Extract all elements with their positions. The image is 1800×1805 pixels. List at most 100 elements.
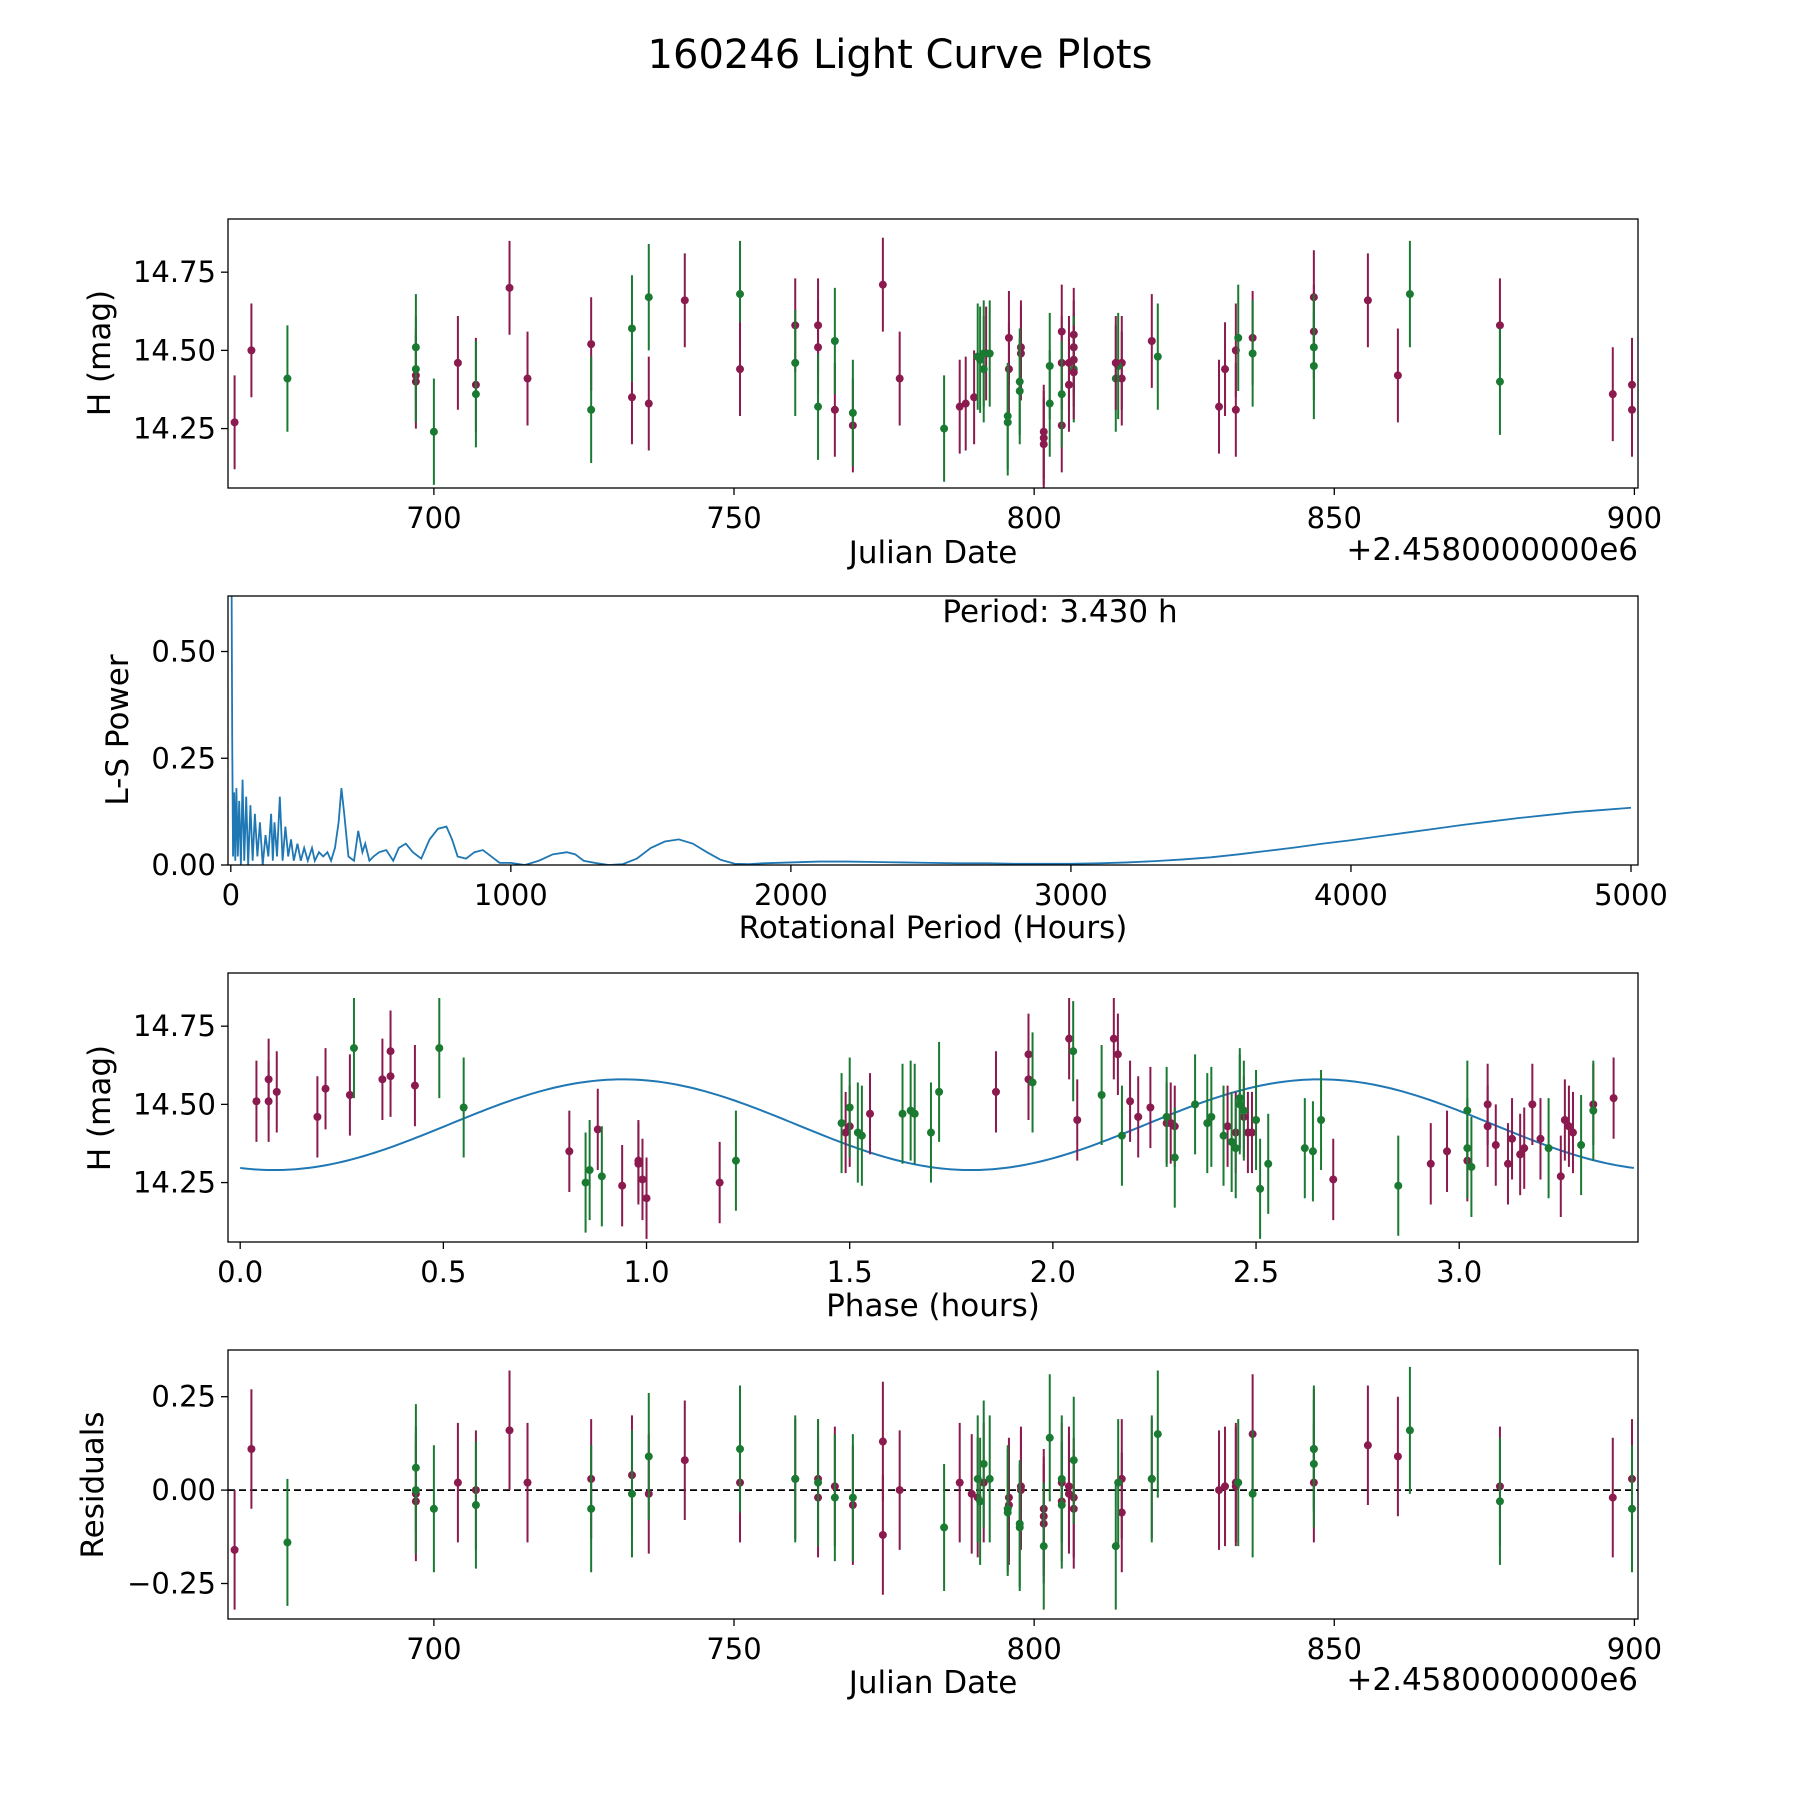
periodogram-marks [230, 596, 1632, 865]
residuals-panel: 700 750 800 850 900 −0.25 0.00 0.25 Julian Date… [75, 1349, 1662, 1701]
data-point [1134, 1112, 1143, 1121]
data-point [736, 1445, 745, 1454]
data-point [471, 390, 480, 399]
data-point [1393, 1452, 1402, 1461]
data-point [587, 1504, 596, 1513]
data-point [1589, 1106, 1598, 1115]
data-point [1069, 368, 1078, 377]
data-point [1256, 1184, 1265, 1193]
data-point [1146, 1103, 1155, 1112]
phasefold-axes-frame [227, 972, 1639, 1243]
data-point [585, 1166, 594, 1175]
data-point [587, 340, 596, 349]
data-point [1495, 1497, 1504, 1506]
periodogram-ticks: 0 1000 2000 3000 4000 5000 0.00 0.25 0.50 [151, 635, 1667, 912]
data-point [736, 365, 745, 374]
residuals-marks [228, 1366, 1638, 1610]
data-point [313, 1112, 322, 1121]
data-point [731, 1156, 740, 1165]
data-point [1069, 1047, 1078, 1056]
data-point [1309, 1445, 1318, 1454]
residuals-axes-frame [227, 1349, 1639, 1620]
data-point [935, 1087, 944, 1096]
data-point [587, 405, 596, 414]
data-point [1491, 1141, 1500, 1150]
data-point [1057, 390, 1066, 399]
data-point [1544, 1144, 1553, 1153]
data-point [1039, 440, 1048, 449]
data-point [1609, 1094, 1618, 1103]
phasefold-x-tick-label: 3.0 [1436, 1255, 1482, 1289]
data-point [230, 1545, 239, 1554]
data-point [505, 283, 514, 292]
data-point [1221, 1482, 1230, 1491]
lightcurve-plot-area [230, 237, 1636, 488]
data-point [627, 1489, 636, 1498]
data-point [985, 349, 994, 358]
phasefold-x-tick-label: 0.0 [217, 1255, 263, 1289]
data-point [736, 290, 745, 299]
lightcurve-y-tick-label: 14.50 [133, 333, 216, 367]
data-point [283, 374, 292, 383]
residuals-x-tick-label: 700 [406, 1632, 461, 1666]
data-point [1153, 352, 1162, 361]
data-point [1016, 349, 1025, 358]
data-point [1117, 374, 1126, 383]
data-point [1234, 333, 1243, 342]
data-point [1608, 390, 1617, 399]
periodogram-panel: 0 1000 2000 3000 4000 5000 0.00 0.25 0.50 Period… [100, 594, 1668, 946]
data-point [264, 1097, 273, 1106]
data-point [1520, 1144, 1529, 1153]
phasefold-panel: 0.0 0.5 1.0 1.5 2.0 2.5 3.0 14.25 14.50 14.75 Pha… [82, 972, 1639, 1324]
residuals-plot-area [228, 1366, 1638, 1610]
data-point [1627, 405, 1636, 414]
lightcurve-x-tick-label: 800 [1006, 501, 1061, 535]
data-point [1495, 377, 1504, 386]
data-point [505, 1426, 514, 1435]
data-point [1117, 1508, 1126, 1517]
residuals-ticks: 700 750 800 850 900 −0.25 0.00 0.25 [127, 1380, 1662, 1666]
data-point [1015, 377, 1024, 386]
data-point [411, 1463, 420, 1472]
data-point [321, 1084, 330, 1093]
data-point [1223, 1122, 1232, 1131]
periodogram-plot-area [230, 596, 1632, 865]
phasefold-x-tick-label: 2.5 [1233, 1255, 1279, 1289]
phasefold-marks [240, 998, 1635, 1239]
data-point [565, 1147, 574, 1156]
data-point [1394, 1181, 1403, 1190]
phasefold-y-tick-label: 14.25 [133, 1166, 216, 1200]
data-point [1363, 296, 1372, 305]
data-point [1114, 1478, 1123, 1487]
data-point [230, 418, 239, 427]
data-point [1528, 1100, 1537, 1109]
data-point [247, 1445, 256, 1454]
data-point [878, 1437, 887, 1446]
data-point [837, 1119, 846, 1128]
data-point [866, 1109, 875, 1118]
lightcurve-y-label: H (mag) [82, 290, 118, 416]
residuals-y-tick-label: −0.25 [127, 1567, 216, 1601]
periodogram-y-label: L-S Power [100, 654, 136, 805]
data-point [1483, 1100, 1492, 1109]
data-point [791, 358, 800, 367]
phasefold-x-tick-label: 1.5 [827, 1255, 873, 1289]
data-point [848, 408, 857, 417]
data-point [1064, 1482, 1073, 1491]
data-point [830, 336, 839, 345]
data-point [1097, 1090, 1106, 1099]
data-point [830, 405, 839, 414]
data-point [1564, 1122, 1573, 1131]
data-point [791, 1474, 800, 1483]
data-point [814, 1478, 823, 1487]
data-point [841, 1128, 850, 1137]
data-point [644, 1452, 653, 1461]
data-point [830, 1493, 839, 1502]
data-point [1568, 1128, 1577, 1137]
phasefold-y-label: H (mag) [82, 1045, 118, 1171]
data-point [581, 1178, 590, 1187]
data-point [1560, 1116, 1569, 1125]
data-point [1207, 1112, 1216, 1121]
